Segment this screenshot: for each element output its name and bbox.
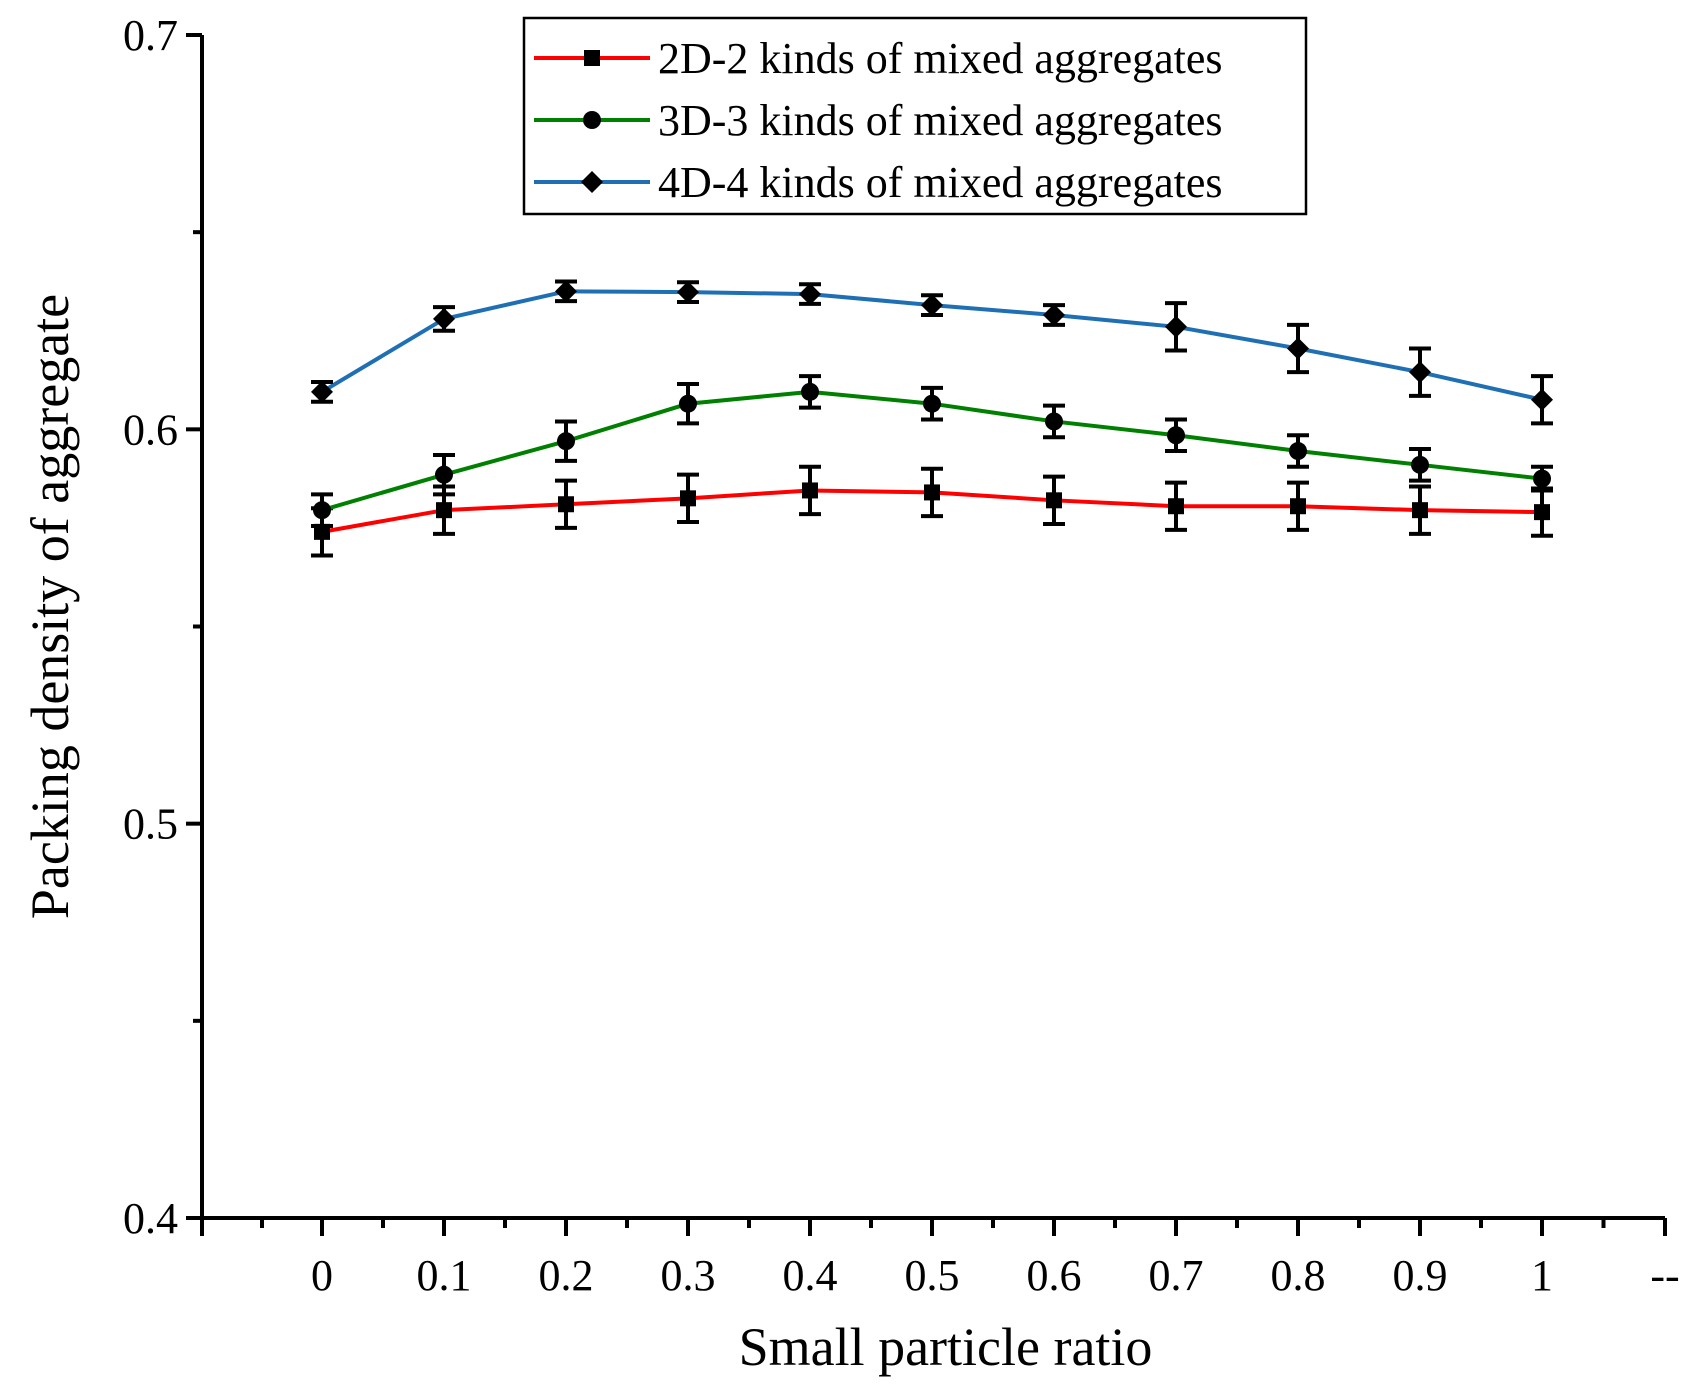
legend-item: 3D-3 kinds of mixed aggregates — [534, 96, 1223, 145]
data-point — [1165, 315, 1187, 338]
x-tick-label: 0.6 — [1027, 1251, 1082, 1300]
data-point — [1533, 469, 1551, 488]
x-tick-label: 0.4 — [783, 1251, 838, 1300]
data-point — [1531, 388, 1553, 411]
data-point — [799, 283, 821, 306]
x-tick-label: 0.9 — [1393, 1251, 1448, 1300]
y-tick-label: 0.7 — [123, 11, 178, 60]
data-point — [1287, 337, 1309, 360]
data-point — [921, 294, 943, 317]
legend-label: 2D-2 kinds of mixed aggregates — [658, 34, 1223, 83]
x-tick-label: 0.2 — [539, 1251, 594, 1300]
x-tick-label: 0.7 — [1149, 1251, 1204, 1300]
data-point — [680, 490, 696, 507]
data-point — [433, 307, 455, 330]
data-point — [1412, 502, 1428, 519]
legend-item: 4D-4 kinds of mixed aggregates — [534, 158, 1223, 207]
x-tick-label: 0 — [311, 1251, 333, 1300]
y-tick-label: 0.6 — [123, 405, 178, 454]
data-point — [1043, 303, 1065, 326]
legend-marker — [584, 50, 600, 66]
data-point — [557, 432, 575, 451]
legend-box — [522, 16, 1308, 216]
data-point — [1167, 426, 1185, 445]
data-point — [313, 501, 331, 520]
x-tick-label-end: -- — [1650, 1251, 1679, 1300]
series-2 — [311, 374, 1553, 528]
x-tick-label: 0.8 — [1271, 1251, 1326, 1300]
legend-marker — [581, 171, 603, 193]
y-axis-title: Packing density of aggregate — [20, 294, 80, 919]
plot-area — [311, 279, 1553, 558]
x-tick-label: 0.3 — [661, 1251, 716, 1300]
data-point — [923, 394, 941, 413]
data-point — [435, 465, 453, 484]
data-point — [677, 281, 699, 304]
data-point — [555, 280, 577, 303]
data-point — [679, 394, 697, 413]
data-point — [1045, 412, 1063, 431]
series-1 — [311, 464, 1553, 558]
data-point — [311, 380, 333, 403]
data-point — [801, 382, 819, 401]
legend-label: 3D-3 kinds of mixed aggregates — [658, 96, 1223, 145]
x-axis-title: Small particle ratio — [739, 1317, 1153, 1377]
data-point — [1290, 498, 1306, 515]
data-point — [436, 502, 452, 519]
legend: 2D-2 kinds of mixed aggregates 3D-3 kinds… — [522, 16, 1308, 216]
legend-item: 2D-2 kinds of mixed aggregates — [534, 34, 1223, 83]
x-tick-label: 0.1 — [417, 1251, 472, 1300]
data-point — [1289, 442, 1307, 461]
series-3 — [311, 279, 1553, 426]
data-point — [1534, 504, 1550, 521]
data-point — [1046, 492, 1062, 509]
x-tick-label: 0.5 — [905, 1251, 960, 1300]
data-point — [558, 496, 574, 513]
legend-marker — [583, 111, 601, 129]
y-tick-label: 0.4 — [123, 1194, 178, 1243]
data-point — [1411, 455, 1429, 474]
data-point — [924, 484, 940, 501]
axes: 0.4 0.5 0.6 0.7 0 0.1 0.2 0.3 0.4 0.5 0.6 0.7 0.8 0.9… — [123, 11, 1680, 1300]
x-tick-label: 1 — [1531, 1251, 1553, 1300]
legend-label: 4D-4 kinds of mixed aggregates — [658, 158, 1223, 207]
data-point — [1409, 361, 1431, 384]
data-point — [1168, 498, 1184, 515]
data-point — [802, 482, 818, 499]
y-tick-label: 0.5 — [123, 800, 178, 849]
